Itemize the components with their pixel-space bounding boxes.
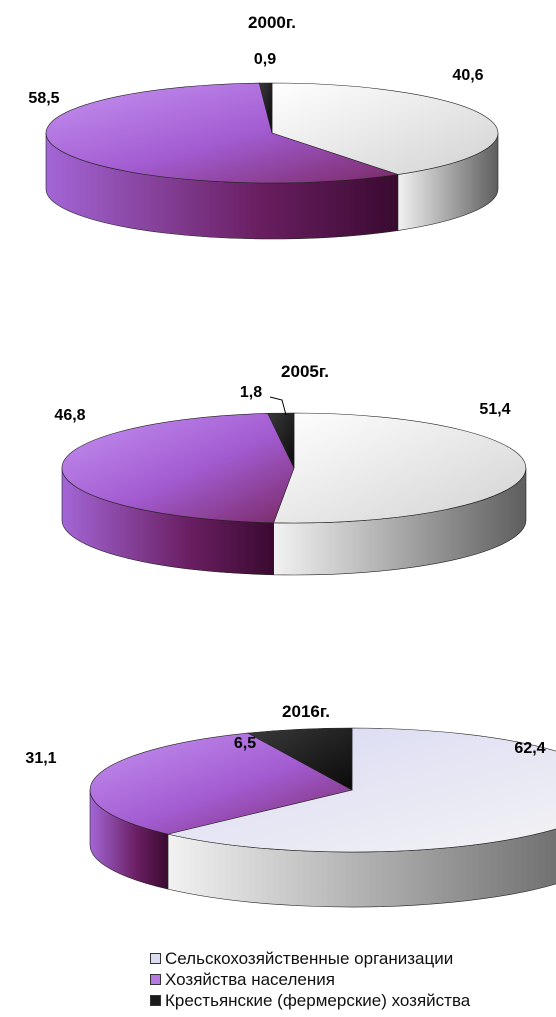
legend-item-farms: Крестьянские (фермерские) хозяйства <box>150 990 550 1011</box>
value-label-households: 58,5 <box>28 90 59 107</box>
pie-slice-households <box>61 413 295 524</box>
pie-slice-farms <box>246 727 353 791</box>
value-label-farms: 6,5 <box>234 735 256 752</box>
pie-slice-farms <box>267 412 295 469</box>
chart-title: 2005г. <box>281 362 329 381</box>
legend-label: Хозяйства населения <box>165 969 335 989</box>
pie-slice-farms <box>258 82 273 134</box>
pie-slice-agri-orgs <box>273 412 527 524</box>
legend-label: Сельскохозяйственные организации <box>165 948 454 968</box>
legend-swatch-households <box>150 974 161 985</box>
legend-item-households: Хозяйства населения <box>150 969 550 990</box>
legend-swatch-farms <box>150 995 161 1006</box>
pie-chart-2: 2016г. 62,4 31,1 6,5 <box>25 702 556 908</box>
value-label-farms: 1,8 <box>240 384 262 401</box>
legend-label: Крестьянские (фермерские) хозяйства <box>165 990 471 1010</box>
legend-item-agri-orgs: Сельскохозяйственные организации <box>150 948 550 969</box>
pie-slice-agri-orgs <box>271 82 499 175</box>
leader-line <box>269 396 287 416</box>
value-label-agri-orgs: 40,6 <box>452 67 483 84</box>
pie-slice-households <box>89 732 353 835</box>
pie-chart-0: 2000г. 40,6 58,5 0,9 <box>28 13 499 240</box>
pie-slice-agri-orgs <box>167 727 556 853</box>
chart-title: 2016г. <box>282 702 330 721</box>
pie-slice-households <box>45 82 398 184</box>
value-label-farms: 0,9 <box>254 51 276 68</box>
value-label-agri-orgs: 62,4 <box>514 740 545 757</box>
chart-legend: Сельскохозяйственные организации Хозяйст… <box>150 948 550 1011</box>
value-label-agri-orgs: 51,4 <box>479 401 510 418</box>
legend-swatch-agri-orgs <box>150 953 161 964</box>
chart-title: 2000г. <box>248 13 296 32</box>
value-label-households: 46,8 <box>54 407 85 424</box>
pie-chart-1: 2005г. 51,4 46,8 1,8 <box>54 362 527 576</box>
value-label-households: 31,1 <box>25 750 56 767</box>
pie-charts-area: 2000г. 40,6 58,5 0,9 2005г. 51,4 46,8 1,8 2016г.… <box>25 13 556 908</box>
